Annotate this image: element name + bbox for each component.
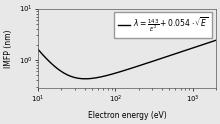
$\lambda = \frac{143}{E^2} + 0.054 \cdot \sqrt{E}$ [183, 50, 185, 52]
$\lambda = \frac{143}{E^2} + 0.054 \cdot \sqrt{E}$ [214, 40, 217, 41]
$\lambda = \frac{143}{E^2} + 0.054 \cdot \sqrt{E}$ [121, 70, 124, 72]
$\lambda = \frac{143}{E^2} + 0.054 \cdot \sqrt{E}$ [211, 41, 213, 42]
$\lambda = \frac{143}{E^2} + 0.054 \cdot \sqrt{E}$ [143, 63, 146, 65]
$\lambda = \frac{143}{E^2} + 0.054 \cdot \sqrt{E}$ [84, 78, 86, 79]
Y-axis label: IMFP (nm): IMFP (nm) [4, 29, 13, 68]
$\lambda = \frac{143}{E^2} + 0.054 \cdot \sqrt{E}$ [133, 66, 136, 68]
Line: $\lambda = \frac{143}{E^2} + 0.054 \cdot \sqrt{E}$: $\lambda = \frac{143}{E^2} + 0.054 \cdot… [38, 40, 216, 79]
$\lambda = \frac{143}{E^2} + 0.054 \cdot \sqrt{E}$ [123, 70, 125, 71]
$\lambda = \frac{143}{E^2} + 0.054 \cdot \sqrt{E}$ [37, 49, 39, 50]
Legend: $\lambda = \frac{143}{E^2} + 0.054 \cdot \sqrt{E}$: $\lambda = \frac{143}{E^2} + 0.054 \cdot… [114, 12, 212, 38]
X-axis label: Electron energy (eV): Electron energy (eV) [88, 111, 166, 120]
